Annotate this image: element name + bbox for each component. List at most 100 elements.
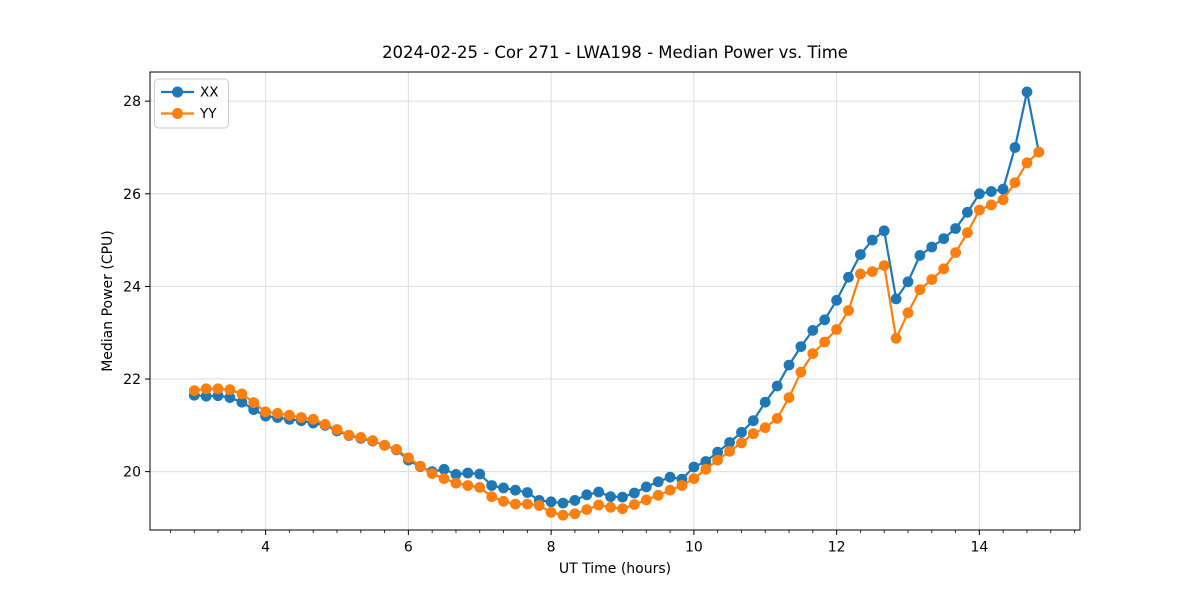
data-point-yy [831, 324, 842, 335]
y-tick-label: 24 [123, 279, 141, 295]
data-point-yy [212, 383, 224, 395]
data-point-xx [569, 495, 581, 506]
data-point-yy [724, 445, 735, 457]
data-point-xx [462, 467, 474, 479]
data-point-xx [629, 487, 640, 499]
legend-marker-yy [172, 108, 183, 119]
data-point-xx [510, 484, 521, 496]
data-point-yy [712, 454, 723, 466]
x-tick-label: 8 [547, 540, 556, 556]
data-point-xx [974, 188, 985, 200]
data-point-xx [617, 491, 628, 503]
data-point-yy [855, 268, 866, 280]
data-point-yy [997, 194, 1009, 206]
data-point-yy [962, 227, 973, 239]
data-point-yy [581, 504, 593, 515]
legend-label-yy: YY [199, 106, 217, 122]
data-point-xx [997, 183, 1009, 195]
data-point-yy [652, 489, 664, 501]
data-point-xx [914, 250, 926, 261]
data-point-yy [1009, 177, 1021, 189]
data-point-xx [771, 380, 783, 392]
data-point-yy [533, 500, 545, 511]
data-point-xx [807, 325, 819, 336]
legend-marker-xx [172, 86, 183, 98]
data-point-yy [498, 495, 509, 507]
y-tick-label: 20 [123, 465, 141, 481]
data-point-yy [878, 260, 890, 271]
data-point-xx [843, 271, 854, 283]
data-point-yy [188, 385, 200, 396]
y-tick-label: 22 [123, 372, 141, 388]
data-point-xx [652, 476, 664, 488]
data-point-xx [474, 468, 486, 480]
data-point-xx [747, 415, 759, 427]
data-point-xx [783, 359, 795, 371]
data-point-yy [914, 284, 926, 296]
data-point-yy [629, 499, 640, 510]
data-point-xx [985, 186, 997, 197]
data-point-yy [224, 384, 236, 396]
y-axis-label: Median Power (CPU) [100, 230, 116, 372]
data-point-yy [379, 439, 390, 451]
series-layer [188, 86, 1045, 521]
data-point-yy [843, 305, 854, 316]
data-point-xx [831, 294, 842, 306]
data-point-yy [974, 204, 985, 216]
x-tick-label: 4 [261, 540, 270, 556]
data-point-xx [438, 463, 450, 475]
data-point-yy [474, 482, 486, 493]
data-point-xx [581, 489, 593, 501]
x-axis-label: UT Time (hours) [559, 561, 671, 577]
data-point-xx [712, 446, 723, 458]
data-point-yy [807, 348, 819, 359]
data-point-yy [688, 473, 700, 484]
data-point-xx [1021, 86, 1033, 98]
data-point-yy [759, 422, 771, 434]
data-point-yy [343, 429, 355, 441]
data-point-yy [295, 412, 307, 423]
x-tick-label: 12 [828, 540, 846, 556]
data-point-yy [462, 480, 474, 491]
data-point-yy [438, 473, 450, 484]
data-point-yy [391, 444, 402, 455]
data-point-yy [866, 266, 878, 277]
data-point-xx [236, 396, 248, 408]
data-point-xx [640, 481, 652, 493]
data-point-yy [736, 437, 747, 449]
data-point-xx [605, 491, 616, 503]
data-point-yy [819, 336, 831, 348]
data-point-yy [557, 509, 569, 521]
data-point-yy [450, 477, 462, 489]
x-tick-label: 10 [685, 540, 703, 556]
data-point-xx [866, 234, 878, 246]
data-point-yy [260, 406, 271, 418]
data-point-xx [557, 497, 569, 509]
data-point-xx [688, 461, 700, 473]
series-line-yy [194, 151, 1040, 517]
data-point-xx [498, 482, 509, 494]
data-point-yy [569, 508, 581, 520]
data-point-yy [890, 332, 902, 344]
data-point-yy [307, 413, 319, 425]
data-point-xx [736, 426, 747, 438]
data-point-xx [522, 487, 533, 498]
data-point-yy [1033, 146, 1045, 158]
data-point-xx [545, 496, 557, 508]
data-point-xx [926, 241, 938, 253]
data-point-xx [819, 314, 831, 326]
data-point-yy [926, 274, 938, 285]
data-point-yy [510, 498, 521, 510]
data-point-yy [664, 484, 676, 496]
data-point-yy [414, 460, 426, 472]
data-point-xx [759, 396, 771, 408]
plot-border [149, 71, 1081, 531]
series-line-xx [194, 90, 1040, 505]
data-point-yy [593, 499, 605, 511]
data-point-xx [950, 223, 961, 234]
data-point-xx [200, 390, 212, 402]
data-point-yy [522, 498, 533, 510]
data-point-yy [403, 452, 414, 464]
data-point-yy [545, 507, 557, 518]
data-point-yy [272, 407, 283, 419]
